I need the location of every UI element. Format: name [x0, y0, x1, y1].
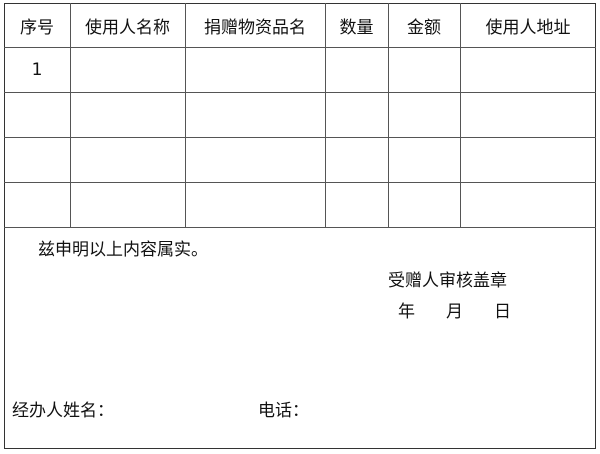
table-cell	[70, 182, 185, 227]
table-cell	[325, 92, 388, 137]
table-cell: 1	[31, 59, 43, 80]
table-cell	[70, 92, 185, 137]
divider	[70, 3, 71, 228]
table-cell	[388, 92, 460, 137]
column-header: 使用人地址	[485, 17, 571, 38]
table-cell	[388, 137, 460, 182]
column-header: 使用人名称	[85, 17, 170, 38]
table-cell	[185, 92, 325, 137]
table-cell	[185, 182, 325, 227]
table-cell	[388, 47, 460, 92]
table-cell	[460, 137, 596, 182]
divider	[4, 92, 596, 93]
seal-label: 受赠人审核盖章	[388, 271, 507, 291]
table-cell	[185, 137, 325, 182]
divider	[4, 47, 596, 48]
table-cell	[4, 92, 70, 137]
donation-table	[4, 3, 596, 449]
table-cell	[185, 47, 325, 92]
column-header: 金额	[407, 17, 441, 38]
divider	[325, 3, 326, 228]
month-label: 月	[446, 302, 463, 322]
day-label: 日	[494, 302, 511, 322]
column-header: 序号	[20, 17, 54, 38]
year-label: 年	[398, 302, 415, 322]
column-header: 捐赠物资品名	[204, 17, 306, 38]
declaration-text: 兹申明以上内容属实。	[38, 240, 208, 260]
table-cell	[4, 182, 70, 227]
table-cell	[325, 137, 388, 182]
divider	[460, 3, 461, 228]
table-cell	[388, 182, 460, 227]
table-cell	[325, 182, 388, 227]
phone-label: 电话：	[258, 401, 309, 421]
table-cell	[70, 47, 185, 92]
column-header: 数量	[339, 17, 374, 38]
divider	[185, 3, 186, 228]
handler-name-label: 经办人姓名：	[12, 401, 114, 421]
divider	[388, 3, 389, 228]
table-cell	[460, 92, 596, 137]
table-cell	[460, 182, 596, 227]
table-cell	[460, 47, 596, 92]
table-cell	[325, 47, 388, 92]
divider	[4, 137, 596, 138]
table-cell	[4, 137, 70, 182]
table-cell	[70, 137, 185, 182]
divider	[4, 227, 596, 228]
divider	[4, 182, 596, 183]
